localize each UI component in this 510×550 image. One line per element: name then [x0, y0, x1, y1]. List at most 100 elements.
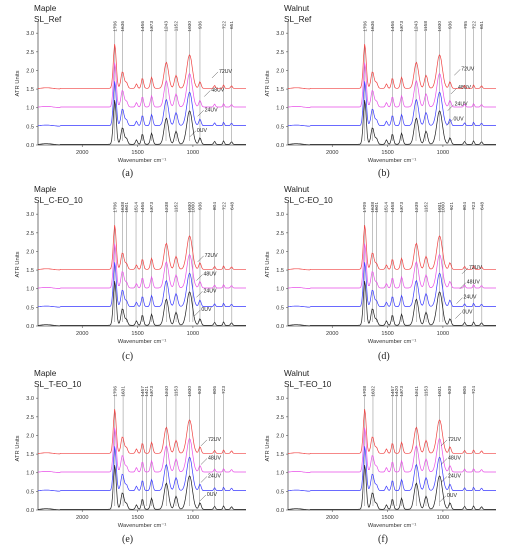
- spectrum-chart: 0.0 0.5 1.0 1.5 2.0 2.5 3.0 2000 1500 1000 ATR Uni…: [265, 21, 496, 164]
- peak-label: 1706: [112, 21, 118, 32]
- y-tick-label: 0.0: [276, 508, 284, 514]
- series-label-48UV: 48UV: [208, 456, 222, 462]
- series-label-24UV: 24UV: [204, 288, 218, 294]
- peak-label: 1421: [144, 386, 150, 397]
- y-tick-label: 3.0: [26, 396, 34, 402]
- peak-label: 1457: [140, 386, 146, 397]
- x-tick-label: 1500: [131, 150, 143, 156]
- peak-label: 723: [221, 386, 227, 394]
- peak-label: 1638: [120, 202, 126, 213]
- y-axis-label: ATR Units: [15, 70, 21, 96]
- peak-label: 722: [221, 21, 227, 29]
- panel-label-d: (d): [378, 351, 390, 362]
- peak-label: 722: [221, 202, 227, 210]
- peak-label: 1636: [120, 21, 126, 32]
- panel-a: Maple SL_Ref 0.0 0.5 1.0 1.5 2.0 2.5 3.0 2000 15…: [8, 2, 253, 164]
- series-label-0UV: 0UV: [454, 117, 465, 123]
- peak-label: 1240: [164, 386, 170, 397]
- peak-label: 1243: [164, 21, 170, 32]
- y-tick-label: 0.0: [26, 324, 34, 330]
- series-line-0UV: [287, 280, 496, 327]
- spectrum-chart: 0.0 0.5 1.0 1.5 2.0 2.5 3.0 2000 1500 1000 ATR Uni…: [15, 202, 246, 345]
- y-tick-label: 2.5: [26, 50, 34, 56]
- series-label-0UV: 0UV: [201, 307, 212, 313]
- series-label-48UV: 48UV: [211, 88, 225, 94]
- x-tick-label: 2000: [326, 331, 338, 337]
- series-line-24UV: [287, 262, 496, 308]
- peak-label: 1706: [112, 202, 118, 213]
- series-line-72UV: [37, 44, 246, 90]
- panel-subtitle: SL_C-EO_10: [284, 196, 333, 205]
- peak-label: 1239: [414, 202, 420, 213]
- peak-label: 1152: [174, 202, 180, 213]
- panel-e: Maple SL_T-EO_10 0.0 0.5 1.0 1.5 2.0 2.5 3.0 20…: [8, 367, 253, 529]
- peak-label: 806: [462, 386, 468, 394]
- peak-label: 1601: [374, 202, 380, 213]
- peak-label: 1152: [174, 21, 180, 32]
- series-line-72UV: [287, 225, 496, 271]
- peak-label: 1030: [437, 21, 443, 32]
- y-tick-label: 0.5: [26, 305, 34, 311]
- x-axis-label: Wavenumber cm⁻¹: [368, 158, 417, 164]
- x-tick-label: 2000: [326, 150, 338, 156]
- series-pointer: [440, 439, 448, 447]
- peak-label: 1000: [440, 202, 446, 213]
- peak-label: 1638: [370, 202, 376, 213]
- panel-d: Walnut SL_C-EO_10 0.0 0.5 1.0 1.5 2.0 2.5 3.0 2…: [258, 183, 503, 345]
- y-tick-label: 1.0: [26, 106, 34, 112]
- series-label-48UV: 48UV: [467, 280, 481, 286]
- x-tick-label: 1000: [187, 150, 199, 156]
- x-axis-label: Wavenumber cm⁻¹: [118, 523, 167, 529]
- peak-label: 1373: [399, 21, 405, 32]
- y-tick-label: 2.0: [276, 433, 284, 439]
- peak-label: 1601: [124, 202, 130, 213]
- panel-label-b: (b): [378, 168, 390, 179]
- series-pointer: [196, 274, 203, 281]
- peak-label: 1458: [390, 202, 396, 213]
- peak-label: 1158: [423, 21, 429, 32]
- peak-label: 939: [447, 386, 453, 394]
- peak-label: 651: [479, 21, 485, 29]
- series-pointer: [454, 69, 461, 76]
- series-label-24UV: 24UV: [205, 107, 219, 113]
- series-pointer: [199, 494, 206, 502]
- series-label-72UV: 72UV: [208, 437, 222, 443]
- y-tick-label: 1.0: [276, 106, 284, 112]
- peak-label: 1373: [149, 21, 155, 32]
- peak-label: 1153: [174, 386, 180, 397]
- panel-title: Walnut: [284, 185, 310, 194]
- series-line-24UV: [287, 446, 496, 492]
- series-line-0UV: [37, 99, 246, 146]
- peak-label: 804: [212, 202, 218, 210]
- y-tick-label: 0.5: [26, 124, 34, 130]
- peak-label: 1238: [164, 202, 170, 213]
- y-tick-label: 0.0: [26, 143, 34, 149]
- panel-label-a: (a): [122, 168, 134, 179]
- series-label-72UV: 72UV: [219, 69, 233, 75]
- peak-label: 648: [479, 202, 485, 210]
- series-pointer: [197, 110, 204, 117]
- peak-label: 1632: [371, 386, 377, 397]
- peak-label: 1456: [390, 21, 396, 32]
- panel-title: Walnut: [284, 4, 310, 13]
- peak-label: 722: [471, 21, 477, 29]
- series-line-72UV: [37, 225, 246, 271]
- series-line-0UV: [37, 280, 246, 327]
- series-pointer: [189, 130, 197, 137]
- series-label-0UV: 0UV: [197, 128, 208, 134]
- x-tick-label: 2000: [76, 150, 88, 156]
- peak-label: 1373: [399, 386, 405, 397]
- peak-label: 1153: [424, 386, 430, 397]
- peak-label: 1373: [399, 202, 405, 213]
- series-pointer: [200, 458, 208, 465]
- series-label-72UV: 72UV: [448, 437, 462, 443]
- series-pointer: [440, 476, 448, 483]
- series-line-48UV: [287, 427, 496, 473]
- series-pointer: [194, 309, 201, 317]
- series-label-24UV: 24UV: [208, 473, 222, 479]
- peak-label: 1456: [140, 202, 146, 213]
- y-axis-label: ATR Units: [265, 435, 271, 461]
- y-tick-label: 0.0: [276, 324, 284, 330]
- series-pointer: [200, 439, 208, 447]
